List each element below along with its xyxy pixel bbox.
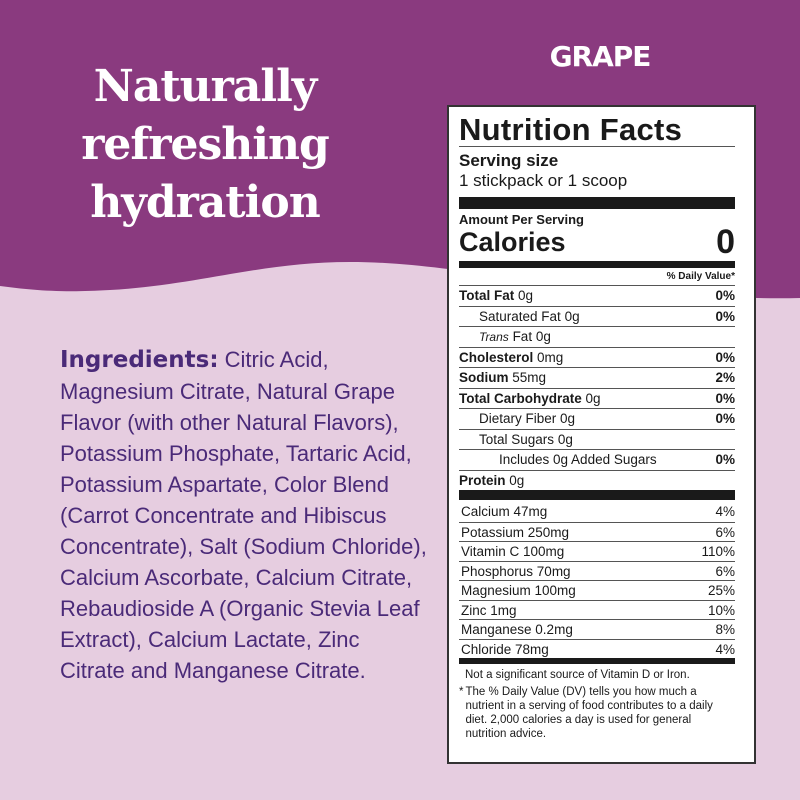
nutrient-dv: 0% [715, 308, 735, 324]
nutrient-name: Sodium [459, 370, 509, 385]
calories-label: Calories [459, 227, 566, 257]
nutrient-amount: 0mg [537, 349, 564, 365]
ingredients-text: Citric Acid, Magnesium Citrate, Natural … [60, 347, 427, 683]
nutrient-row: Sodium 55mg 2% [459, 367, 735, 388]
nutrient-dv: 2% [715, 370, 735, 385]
nutrient-dv: 0% [715, 411, 735, 426]
nutrient-amount: Fat 0g [512, 329, 551, 344]
mineral-dv: 25% [707, 583, 735, 598]
nutrient-dv: 0% [715, 288, 735, 303]
nutrient-name: Total Carbohydrate [459, 390, 582, 406]
nutrient-name: Total Sugars [479, 431, 555, 447]
nutrient-row: Total Fat 0g 0% [459, 285, 735, 306]
nutrient-row: Total Sugars 0g [459, 428, 735, 450]
mineral-name: Magnesium 100mg [461, 583, 576, 598]
ingredients: Ingredients: Citric Acid, Magnesium Citr… [60, 344, 430, 686]
nutrient-name: Cholesterol [459, 349, 534, 365]
headline-line: Naturally [93, 61, 318, 112]
amount-per-serving: Amount Per Serving [459, 212, 584, 227]
nutrient-amount: 0g [585, 390, 601, 406]
nutrient-amount: 0g [564, 308, 580, 324]
nutrient-amount: 0g [557, 431, 573, 447]
nutrient-amount: 55mg [512, 370, 547, 385]
calories-row: Calories 0 [459, 223, 735, 261]
serving-size-label: Serving size [459, 151, 559, 170]
mineral-row: Phosphorus 70mg 6% [459, 560, 735, 581]
nutrient-amount: 0g [560, 411, 576, 426]
mineral-name: Vitamin C 100mg [461, 544, 565, 559]
nutrient-amount: 0g [509, 472, 525, 488]
mineral-dv: 6% [715, 563, 735, 579]
ingredients-label: Ingredients: [60, 347, 219, 373]
mineral-name: Phosphorus 70mg [461, 563, 571, 579]
mineral-row: Calcium 47mg 4% [459, 502, 735, 522]
nutrient-dv: 0% [715, 390, 735, 406]
nutrient-amount: 0g [518, 288, 534, 303]
mineral-name: Zinc 1mg [461, 602, 517, 618]
nutrient-row: Saturated Fat 0g 0% [459, 305, 735, 327]
footnotes: Not a significant source of Vitamin D or… [459, 668, 735, 741]
mineral-name: Chloride 78mg [461, 641, 549, 657]
mineral-row: Chloride 78mg 4% [459, 638, 735, 659]
nutrient-dv: 0% [715, 349, 735, 365]
mineral-row: Vitamin C 100mg 110% [459, 541, 735, 561]
footnote-note: Not a significant source of Vitamin D or… [465, 669, 690, 681]
nutrient-row: Total Carbohydrate 0g 0% [459, 387, 735, 409]
headline-line: refreshing [81, 119, 330, 170]
mineral-name: Calcium 47mg [461, 504, 548, 519]
mineral-row: Manganese 0.2mg 8% [459, 619, 735, 639]
serving-size: 1 stickpack or 1 scoop [459, 171, 628, 190]
mineral-row: Zinc 1mg 10% [459, 599, 735, 620]
dv-header: % Daily Value* [666, 271, 735, 282]
nutrient-row: Dietary Fiber 0g 0% [459, 408, 735, 429]
flavor-name: GRAPE [549, 40, 652, 73]
nutrient-row: Protein 0g [459, 469, 735, 491]
calories-value: 0 [716, 223, 735, 261]
mineral-name: Manganese 0.2mg [461, 622, 573, 637]
mineral-dv: 110% [701, 544, 735, 559]
mineral-dv: 4% [715, 641, 735, 657]
mineral-dv: 8% [715, 622, 735, 637]
nutrient-name: Protein [459, 472, 506, 488]
nutrient-name: Includes 0g Added Sugars [499, 452, 657, 467]
nutrient-dv: 0% [715, 452, 735, 467]
headline-line: hydration [90, 177, 320, 228]
nutrient-name: Saturated Fat [479, 308, 561, 324]
mineral-dv: 6% [715, 524, 735, 540]
nutrient-name: Trans [479, 330, 509, 344]
nutrient-row: Cholesterol 0mg 0% [459, 346, 735, 368]
label-title: Nutrition Facts [459, 112, 683, 147]
nutrient-name: Dietary Fiber [479, 411, 557, 426]
mineral-row: Potassium 250mg 6% [459, 521, 735, 542]
footnote-star: * [459, 686, 464, 698]
mineral-dv: 4% [715, 504, 735, 519]
headline: Naturally refreshing hydration [40, 58, 370, 232]
footnote-text: The % Daily Value (DV) tells you how muc… [465, 686, 713, 740]
mineral-name: Potassium 250mg [461, 524, 570, 540]
nutrient-row: Includes 0g Added Sugars 0% [459, 449, 735, 470]
mineral-dv: 10% [707, 602, 735, 618]
mineral-row: Magnesium 100mg 25% [459, 580, 735, 600]
nutrient-row: Trans Fat 0g [459, 326, 735, 347]
nutrient-name: Total Fat [459, 288, 515, 303]
nutrition-facts-label: Nutrition Facts Serving size 1 stickpack… [447, 105, 756, 764]
